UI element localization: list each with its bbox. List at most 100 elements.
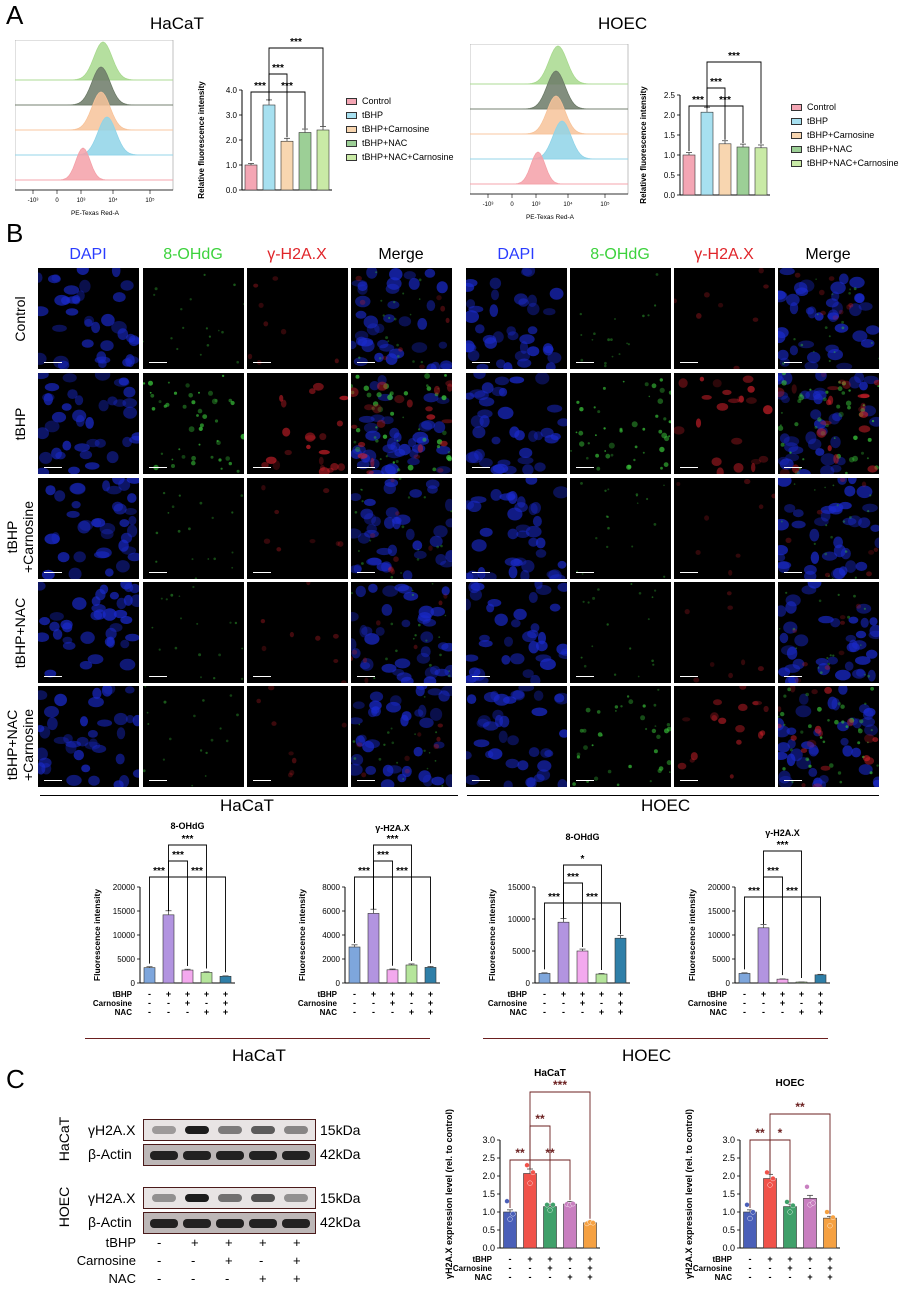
red-signal [771,493,775,499]
green-signal [174,646,178,650]
green-signal [645,727,648,731]
nucleus [490,464,505,474]
y-tick-label: 3.0 [226,111,238,120]
green-signal [870,686,874,691]
red-signal [341,722,347,728]
green-signal [606,515,609,519]
bar [595,973,608,984]
sig-bracket [563,902,621,935]
red-signal [394,395,405,404]
nucleus [421,420,436,430]
nucleus [76,736,89,747]
red-signal [846,304,852,310]
nucleus [376,562,391,572]
data-point [747,1215,753,1222]
micrograph [143,582,244,683]
nucleus [778,456,790,466]
nucleus [482,334,497,344]
treatment-sign: + [428,1007,433,1017]
red-signal [760,730,766,736]
green-signal [871,419,875,423]
green-signal [162,491,166,495]
red-signal [288,751,294,756]
green-signal [391,741,395,745]
scale-bar [44,676,62,677]
nucleus [855,561,868,571]
green-signal [783,694,787,698]
green-signal [800,730,804,734]
nucleus [394,448,406,457]
data-point [527,1180,533,1186]
red-signal [819,289,825,296]
nucleus [62,636,73,644]
nucleus [869,624,879,638]
red-signal [318,449,330,455]
nucleus [441,586,450,596]
green-signal [396,343,399,347]
bar [143,967,156,984]
green-signal [800,343,804,347]
nucleus [364,529,379,538]
treatment-label: NAC [710,1008,728,1017]
nucleus [466,452,479,464]
green-signal [422,437,427,442]
green-signal [586,456,589,460]
nucleus [557,582,567,592]
flow-peak [15,41,173,81]
nucleus [351,612,359,622]
red-signal [693,677,700,683]
nucleus [113,378,130,387]
red-signal [268,686,275,691]
nucleus [468,305,484,313]
column-header: 8-OHdG [163,246,223,263]
legend-item: Control [791,100,899,114]
nucleus [104,637,115,647]
red-signal [428,545,433,551]
green-signal [658,429,663,434]
green-signal [207,558,210,560]
red-signal [747,385,755,393]
red-signal [806,739,817,748]
nucleus [846,642,860,653]
nucleus [128,337,139,345]
bar [814,974,827,984]
scale-bar [472,572,490,573]
panel-label-c: C [6,1064,25,1094]
nucleus [125,633,139,642]
nucleus [130,594,139,607]
nucleus [439,363,452,369]
nucleus [72,294,81,305]
treatment-sign: - [743,1007,746,1017]
green-signal [358,723,361,726]
red-signal [271,721,277,726]
nucleus [61,403,72,411]
green-signal [225,456,230,461]
micrograph [143,686,244,787]
nucleus [778,478,792,487]
red-signal [313,382,324,391]
nucleus [419,717,434,728]
legend-item: tBHP+Carnosine [791,128,899,142]
red-signal [824,686,832,694]
quant-caption-hoec: HOEC [622,1046,672,1065]
treatment-label: tBHP [112,990,132,999]
treatment-label: NAC [510,1008,528,1017]
green-signal [591,645,594,648]
nucleus [438,690,450,702]
green-signal [387,340,390,342]
green-signal [837,386,843,392]
green-signal [583,745,588,750]
red-signal [404,755,410,761]
nucleus [120,616,133,624]
sig-marker: * [778,1126,783,1140]
nucleus [807,351,821,364]
red-signal [364,677,369,683]
green-signal [205,327,208,330]
nucleus [62,440,72,451]
red-signal [315,635,321,641]
red-signal [713,699,722,706]
micrograph-image [143,686,239,787]
red-signal [778,706,782,712]
green-signal [397,468,401,472]
nucleus [535,549,547,558]
